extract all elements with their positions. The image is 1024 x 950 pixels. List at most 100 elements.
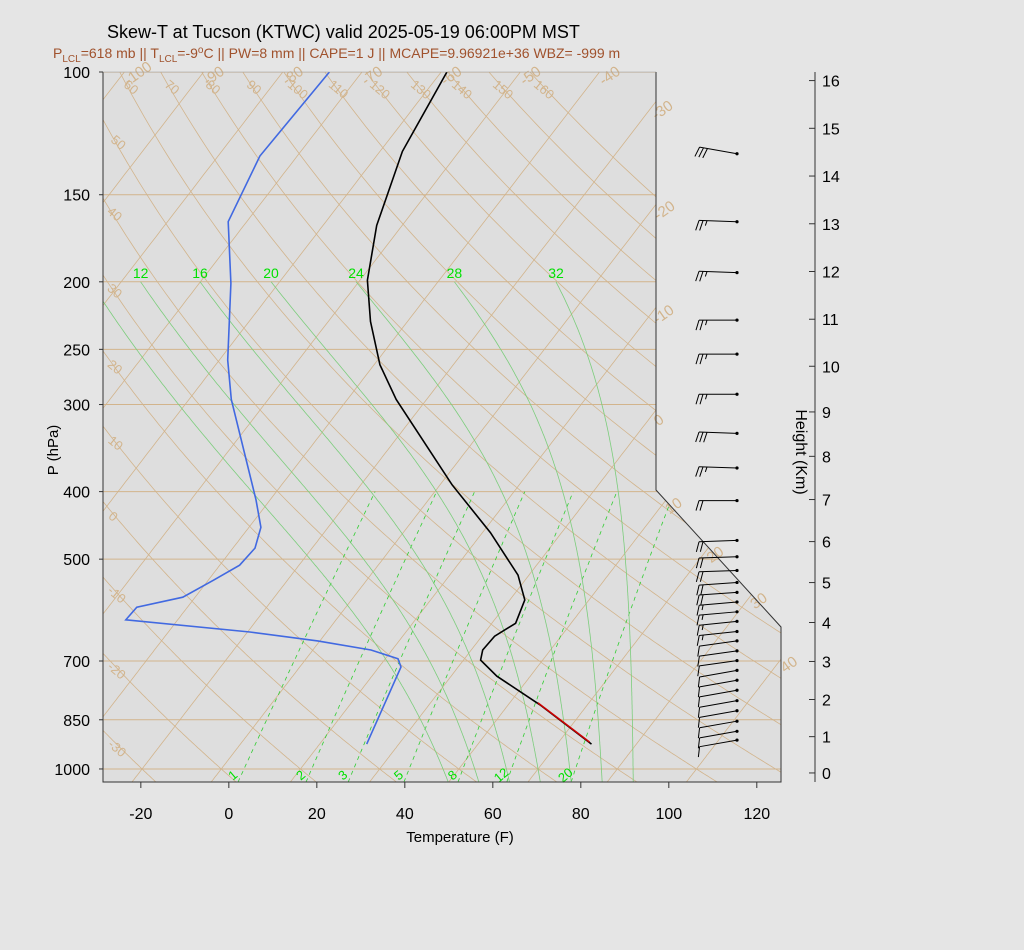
barb-shaft bbox=[699, 556, 738, 559]
barb-full bbox=[697, 746, 701, 758]
wind-barb bbox=[696, 580, 739, 596]
wind-barb bbox=[697, 699, 739, 718]
x-axis-label: Temperature (F) bbox=[406, 829, 514, 846]
subtitle-part: =-9 bbox=[177, 45, 198, 61]
barb-shaft bbox=[699, 591, 738, 596]
wind-barb bbox=[695, 219, 739, 231]
y-tick-label: 400 bbox=[63, 485, 90, 502]
barb-station bbox=[735, 152, 739, 156]
barb-shaft bbox=[699, 601, 738, 606]
barb-full bbox=[696, 594, 700, 606]
profile-line bbox=[537, 702, 591, 743]
y2-tick-label: 4 bbox=[822, 616, 831, 633]
wind-barb bbox=[697, 709, 739, 728]
wind-barb bbox=[697, 639, 739, 657]
subtitle-sub: LCL bbox=[159, 54, 178, 65]
barb-full bbox=[697, 717, 701, 728]
barb-station bbox=[735, 555, 739, 559]
wind-barb bbox=[694, 146, 739, 159]
plot-area bbox=[103, 72, 781, 782]
wind-barb bbox=[695, 466, 739, 477]
moist-adiabat bbox=[270, 281, 541, 782]
barb-full bbox=[695, 431, 700, 443]
barb-shaft bbox=[699, 640, 738, 647]
dry-adiabat bbox=[103, 72, 718, 782]
barb-full bbox=[695, 466, 700, 477]
x-tick-label: 0 bbox=[224, 806, 233, 823]
isotherm bbox=[103, 72, 363, 782]
barb-full bbox=[699, 220, 704, 231]
plot-frame bbox=[102, 72, 782, 783]
barb-full bbox=[695, 354, 700, 365]
barb-full bbox=[700, 584, 704, 596]
wind-barb bbox=[695, 538, 739, 552]
profile-layer bbox=[124, 72, 592, 745]
y2-tick-label: 8 bbox=[822, 449, 831, 466]
y2-tick-label: 15 bbox=[822, 121, 840, 138]
wind-barb bbox=[696, 629, 739, 646]
barb-full bbox=[694, 146, 701, 157]
barb-full bbox=[697, 707, 701, 718]
dry-adiabat bbox=[103, 72, 397, 782]
barb-full bbox=[699, 571, 704, 582]
chart-title: Skew-T at Tucson (KTWC) valid 2025-05-19… bbox=[107, 22, 580, 42]
barb-full bbox=[696, 615, 700, 626]
moist-adiabat-label: 12 bbox=[133, 265, 149, 281]
x-tick-label: 100 bbox=[655, 806, 682, 823]
barb-shaft bbox=[699, 620, 738, 626]
barb-shaft bbox=[699, 146, 738, 155]
barb-station bbox=[735, 619, 739, 623]
barb-full bbox=[696, 584, 700, 596]
y-tick-label: 250 bbox=[63, 342, 90, 359]
barb-full bbox=[699, 271, 704, 282]
barb-full bbox=[699, 500, 704, 511]
barb-station bbox=[735, 352, 739, 356]
barb-station bbox=[735, 431, 739, 435]
y-tick-label: 300 bbox=[63, 398, 90, 415]
wind-barb bbox=[696, 590, 739, 606]
wind-barb bbox=[697, 678, 739, 698]
barb-station bbox=[735, 590, 739, 594]
barb-half bbox=[704, 220, 708, 226]
barb-station bbox=[735, 738, 739, 742]
mixing-ratio-line bbox=[457, 491, 574, 782]
barb-full bbox=[695, 571, 700, 582]
barb-station bbox=[735, 709, 739, 713]
barb-shaft bbox=[699, 720, 738, 729]
barb-station bbox=[735, 629, 739, 634]
subtitle-sup: o bbox=[198, 45, 204, 56]
barb-full bbox=[699, 354, 704, 365]
y2-tick-label: 1 bbox=[822, 730, 831, 747]
barb-full bbox=[699, 394, 704, 405]
mixing-ratio-line bbox=[506, 491, 618, 782]
barb-half bbox=[704, 466, 708, 473]
dry-adiabat bbox=[103, 72, 781, 782]
moist-adiabat bbox=[355, 281, 572, 782]
y-tick-label: 700 bbox=[63, 654, 90, 671]
dry-adiabat bbox=[201, 72, 781, 782]
barb-station bbox=[735, 610, 739, 614]
wind-barb bbox=[697, 729, 739, 749]
barb-station bbox=[735, 466, 739, 470]
wind-barb bbox=[697, 688, 739, 708]
barb-shaft bbox=[699, 539, 738, 543]
barb-station bbox=[735, 220, 739, 224]
y2-tick-label: 6 bbox=[822, 535, 831, 552]
barb-full bbox=[699, 541, 704, 552]
profile-line bbox=[124, 72, 402, 745]
barb-half bbox=[701, 634, 704, 641]
barb-station bbox=[735, 270, 739, 275]
barb-station bbox=[735, 498, 739, 503]
barb-full bbox=[700, 594, 704, 606]
y2-tick-label: 3 bbox=[822, 654, 831, 671]
y2-tick-label: 13 bbox=[822, 217, 840, 234]
wind-barb bbox=[695, 431, 739, 443]
isotherm-label: 30 bbox=[747, 589, 770, 612]
barb-shaft bbox=[699, 660, 738, 667]
wind-barb bbox=[696, 619, 739, 636]
barb-half bbox=[704, 271, 708, 277]
barb-full bbox=[697, 686, 701, 698]
barb-full bbox=[702, 148, 708, 159]
